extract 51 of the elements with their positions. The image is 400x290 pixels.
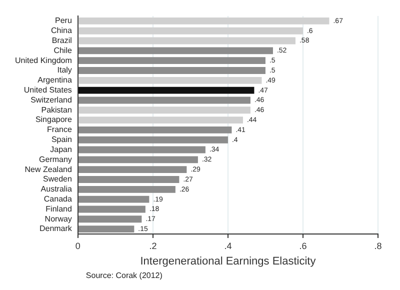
y-tick-label: Canada bbox=[44, 194, 72, 204]
y-tick-label: United Kingdom bbox=[15, 56, 72, 65]
bar bbox=[78, 106, 250, 114]
y-tick-label: Italy bbox=[57, 66, 72, 75]
y-tick-label: Sweden bbox=[43, 174, 72, 184]
bar bbox=[78, 96, 250, 104]
bar bbox=[78, 136, 228, 144]
x-axis-title: Intergenerational Earnings Elasticity bbox=[140, 255, 316, 268]
y-tick-label: Singapore bbox=[35, 115, 72, 124]
bar bbox=[78, 126, 232, 134]
y-tick-label: China bbox=[51, 26, 72, 36]
y-tick-label: Chile bbox=[54, 46, 72, 55]
y-tick-label: Switzerland bbox=[30, 95, 72, 104]
y-tick-label: Pakistan bbox=[41, 105, 72, 114]
y-tick-label: United States bbox=[24, 86, 72, 95]
bar bbox=[78, 57, 266, 64]
y-tick-label: Norway bbox=[44, 214, 72, 224]
bar bbox=[78, 17, 330, 24]
bar bbox=[78, 116, 243, 124]
y-tick-label: Australia bbox=[40, 184, 72, 194]
bar bbox=[78, 216, 142, 223]
source-note: Source: Corak (2012) bbox=[86, 271, 163, 280]
bar bbox=[78, 186, 176, 193]
bar bbox=[78, 206, 146, 213]
y-tick-label: Germany bbox=[39, 154, 72, 164]
bar bbox=[78, 47, 273, 54]
y-tick-label: Finland bbox=[46, 204, 72, 214]
x-tick-label: .4 bbox=[224, 240, 232, 251]
bar bbox=[78, 176, 180, 183]
y-tick-label: Peru bbox=[55, 16, 72, 26]
y-tick-label: France bbox=[47, 125, 72, 134]
bar bbox=[78, 146, 206, 154]
bar bbox=[78, 166, 187, 174]
y-tick-label: Japan bbox=[50, 144, 72, 154]
y-tick-label: Denmark bbox=[39, 224, 73, 234]
y-tick-label: Argentina bbox=[38, 76, 72, 85]
bar bbox=[78, 226, 134, 233]
bar bbox=[78, 67, 266, 74]
y-tick-label: New Zealand bbox=[24, 164, 72, 174]
x-tick-label: 0 bbox=[75, 240, 80, 251]
bar bbox=[78, 76, 262, 84]
y-tick-label: Brazil bbox=[52, 36, 72, 45]
bar bbox=[78, 86, 254, 94]
bar bbox=[78, 37, 296, 44]
bar bbox=[78, 156, 198, 164]
x-tick-label: .6 bbox=[299, 240, 307, 251]
x-tick-label: .2 bbox=[149, 240, 157, 251]
x-tick-label: .8 bbox=[374, 240, 382, 251]
bar bbox=[78, 27, 303, 34]
y-tick-label: Spain bbox=[51, 135, 72, 144]
bar bbox=[78, 196, 150, 203]
